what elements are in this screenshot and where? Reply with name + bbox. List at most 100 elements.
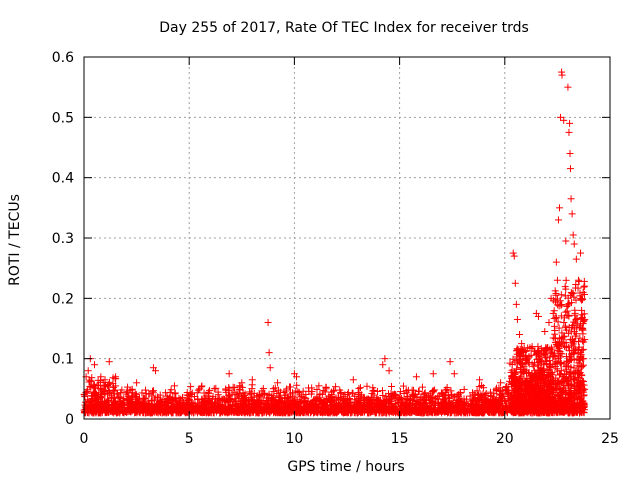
data-point bbox=[379, 391, 387, 399]
data-point bbox=[456, 388, 464, 396]
data-point bbox=[554, 338, 562, 346]
data-point bbox=[194, 386, 202, 394]
data-point bbox=[248, 396, 256, 404]
data-point bbox=[581, 282, 589, 290]
data-point bbox=[557, 370, 565, 378]
data-point bbox=[515, 375, 523, 383]
x-tick-label: 25 bbox=[601, 431, 619, 447]
data-point bbox=[210, 385, 218, 393]
data-point bbox=[556, 297, 564, 305]
data-point bbox=[110, 383, 118, 391]
data-point bbox=[254, 409, 262, 417]
data-point bbox=[357, 398, 365, 406]
data-point bbox=[562, 308, 570, 316]
data-point bbox=[313, 386, 321, 394]
data-point bbox=[347, 401, 355, 409]
data-point bbox=[135, 408, 143, 416]
data-point bbox=[557, 353, 565, 361]
data-point bbox=[141, 405, 149, 413]
data-point bbox=[549, 360, 557, 368]
data-point bbox=[205, 388, 213, 396]
data-point bbox=[407, 404, 415, 412]
data-point bbox=[85, 378, 93, 386]
data-point bbox=[349, 389, 357, 397]
data-point bbox=[329, 404, 337, 412]
data-point bbox=[565, 300, 573, 308]
data-point bbox=[304, 405, 312, 413]
data-point bbox=[578, 362, 586, 370]
data-point bbox=[511, 279, 519, 287]
data-point bbox=[559, 333, 567, 341]
data-point bbox=[124, 388, 132, 396]
data-point bbox=[563, 358, 571, 366]
data-point bbox=[154, 403, 162, 411]
data-point bbox=[84, 367, 92, 375]
data-point bbox=[570, 293, 578, 301]
data-point bbox=[580, 317, 588, 325]
data-point bbox=[443, 385, 451, 393]
data-point bbox=[515, 351, 523, 359]
data-point bbox=[388, 399, 396, 407]
data-point bbox=[170, 382, 178, 390]
data-point bbox=[560, 339, 568, 347]
data-point bbox=[274, 379, 282, 387]
data-point bbox=[95, 409, 103, 417]
data-point bbox=[216, 395, 224, 403]
data-point bbox=[577, 249, 585, 257]
data-point bbox=[383, 396, 391, 404]
data-point bbox=[104, 398, 112, 406]
data-point bbox=[561, 370, 569, 378]
data-point bbox=[580, 283, 588, 291]
data-point bbox=[104, 409, 112, 417]
data-point bbox=[569, 231, 577, 239]
data-point bbox=[574, 276, 582, 284]
data-point bbox=[412, 373, 420, 381]
data-point bbox=[112, 409, 120, 417]
data-point bbox=[508, 366, 516, 374]
x-tick-label: 15 bbox=[391, 431, 409, 447]
data-point bbox=[118, 404, 126, 412]
data-point bbox=[570, 407, 578, 415]
data-point bbox=[237, 407, 245, 415]
data-point bbox=[524, 344, 532, 352]
data-point bbox=[155, 407, 163, 415]
data-point bbox=[91, 391, 99, 399]
data-point bbox=[127, 403, 135, 411]
data-point bbox=[231, 384, 239, 392]
data-point bbox=[453, 392, 461, 400]
data-point bbox=[265, 397, 273, 405]
data-point bbox=[122, 407, 130, 415]
data-point bbox=[388, 382, 396, 390]
data-point bbox=[399, 382, 407, 390]
data-point bbox=[174, 406, 182, 414]
data-point bbox=[524, 358, 532, 366]
data-point bbox=[557, 312, 565, 320]
data-point bbox=[108, 408, 116, 416]
x-tick-label: 5 bbox=[185, 431, 194, 447]
data-point bbox=[447, 391, 455, 399]
data-point bbox=[363, 409, 371, 417]
data-point bbox=[293, 373, 301, 381]
data-point bbox=[475, 383, 483, 391]
data-point bbox=[413, 409, 421, 417]
data-point bbox=[189, 405, 197, 413]
data-point bbox=[84, 386, 92, 394]
data-point bbox=[380, 405, 388, 413]
data-point bbox=[268, 392, 276, 400]
y-tick-label: 0.1 bbox=[52, 352, 74, 368]
data-point bbox=[197, 407, 205, 415]
data-point bbox=[558, 335, 566, 343]
data-point bbox=[546, 401, 554, 409]
data-point bbox=[580, 355, 588, 363]
data-point bbox=[578, 399, 586, 407]
data-point bbox=[555, 371, 563, 379]
data-point bbox=[565, 347, 573, 355]
data-point bbox=[381, 355, 389, 363]
data-point bbox=[145, 408, 153, 416]
data-point bbox=[555, 302, 563, 310]
y-tick-label: 0.4 bbox=[52, 171, 74, 187]
data-point bbox=[473, 397, 481, 405]
data-point bbox=[128, 392, 136, 400]
data-point bbox=[517, 381, 525, 389]
data-point bbox=[205, 398, 213, 406]
